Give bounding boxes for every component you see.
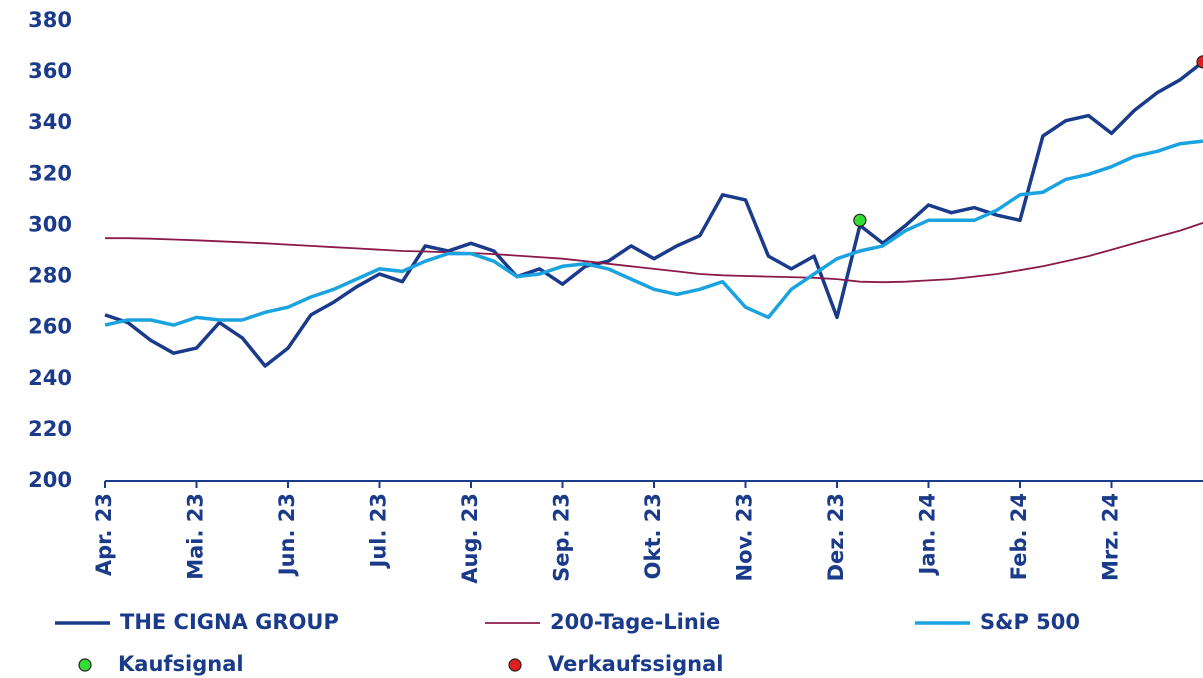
x-tick-label: Okt. 23 (641, 493, 665, 579)
y-tick-label: 200 (28, 468, 72, 492)
x-tick-label: Mai. 23 (184, 493, 208, 580)
y-tick-label: 300 (28, 212, 72, 236)
x-tick-label: Jul. 23 (367, 493, 391, 569)
x-tick-label: Apr. 23 (92, 493, 116, 576)
legend-label: S&P 500 (980, 610, 1080, 634)
y-tick-label: 380 (28, 8, 72, 32)
y-tick-label: 240 (28, 366, 72, 390)
series-line (105, 222, 1203, 284)
x-tick-label: Jun. 23 (275, 493, 299, 577)
series-line (104, 139, 1203, 327)
x-tick-label: Jan. 24 (916, 493, 940, 576)
legend-marker (78, 658, 92, 672)
series-line (104, 60, 1203, 368)
signal-marker (1196, 55, 1203, 69)
legend-label: THE CIGNA GROUP (120, 610, 339, 634)
x-tick-label: Mrz. 24 (1099, 493, 1123, 581)
legend-label: Verkaufssignal (548, 652, 723, 676)
y-tick-label: 280 (28, 264, 72, 288)
y-tick-label: 260 (28, 315, 72, 339)
legend-marker (508, 658, 522, 672)
x-tick-label: Dez. 23 (824, 493, 848, 581)
legend-label: 200-Tage-Linie (550, 610, 720, 634)
y-tick-label: 220 (28, 417, 72, 441)
y-tick-label: 340 (28, 110, 72, 134)
x-tick-label: Feb. 24 (1007, 493, 1031, 580)
x-tick-label: Sep. 23 (550, 493, 574, 582)
y-tick-label: 360 (28, 59, 72, 83)
signal-marker (853, 213, 867, 227)
y-tick-label: 320 (28, 161, 72, 185)
x-tick-label: Nov. 23 (733, 493, 757, 582)
legend-label: Kaufsignal (118, 652, 244, 676)
x-tick-label: Aug. 23 (458, 493, 482, 584)
